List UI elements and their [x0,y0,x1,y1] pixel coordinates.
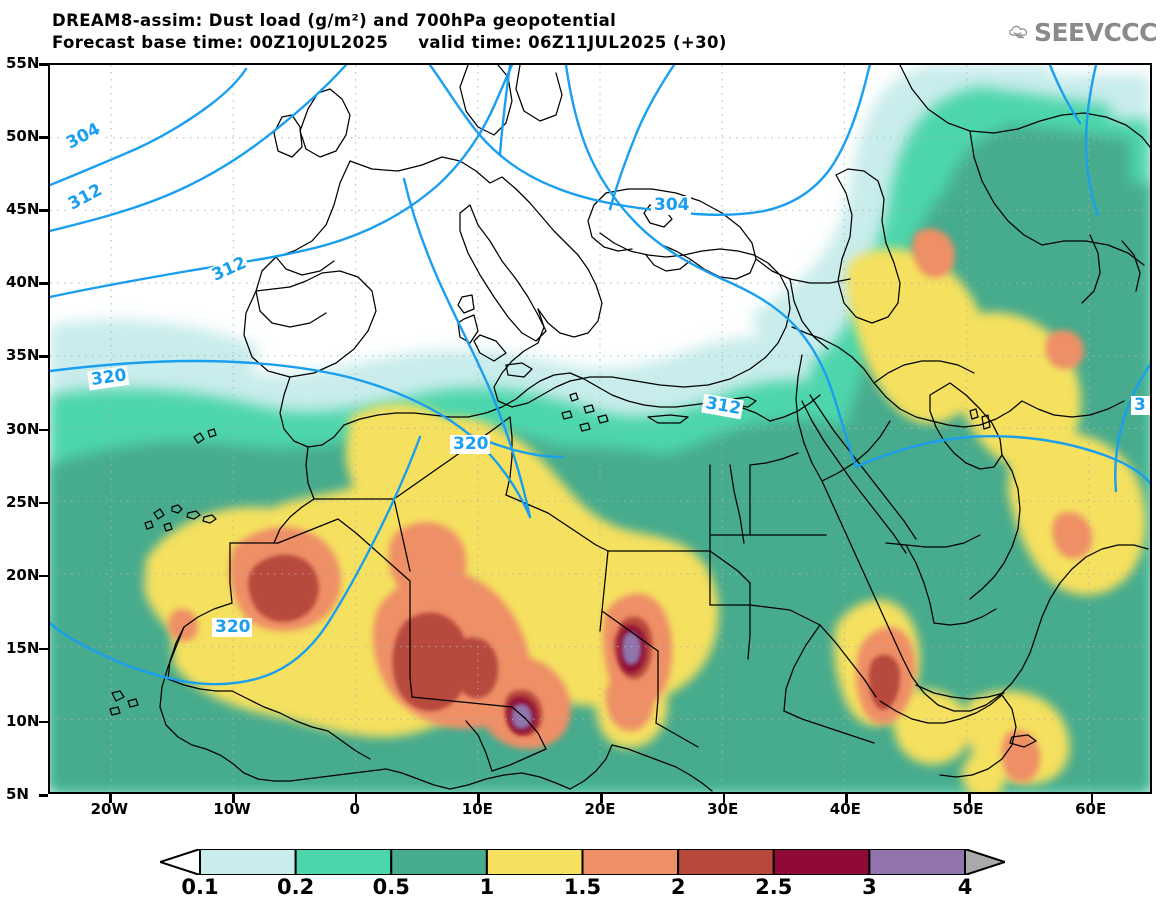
x-axis-tick [477,794,480,803]
x-axis-tick-label: 40E [829,800,861,818]
svg-text:320: 320 [215,617,251,637]
x-axis-tick [600,794,603,803]
colorbar-segment [868,849,966,875]
y-axis-tick-label: 50N [6,127,40,146]
y-axis-tick-label: 5N [6,785,29,803]
y-axis-tick [39,647,48,651]
dust-load-map: 304 312 312 304 320 312 [48,63,1152,794]
colorbar-tick-label: 0.1 [181,875,219,899]
x-axis-tick-label: 20E [584,800,616,818]
colorbar-tick-label: 2.5 [755,875,793,899]
colorbar-tick-label: 0.5 [372,875,410,899]
x-axis-tick [1090,794,1094,803]
y-axis-tick [39,209,48,212]
colorbar-segment [294,849,393,875]
y-axis-tick [39,794,48,797]
x-axis-tick-label: 50E [952,800,984,818]
dust-band-4 [511,631,641,729]
x-axis-tick [354,794,358,803]
chart-header: DREAM8-assim: Dust load (g/m²) and 700hP… [0,0,1165,60]
y-axis-tick [39,282,48,285]
colorbar-tick-label: 2 [670,875,686,899]
x-axis-tick [845,794,848,803]
x-axis-tick [968,794,971,803]
x-axis-tick [722,794,726,803]
colorbar-segment [390,849,488,875]
colorbar-tick-labels: 0.1 0.2 0.5 1 1.5 2 2.5 3 4 [0,875,1165,905]
x-axis-tick-label: 0 [349,800,360,818]
y-axis-tick [39,720,48,724]
colorbar-high-arrow [964,849,1005,875]
map-canvas: 304 312 312 304 320 312 [50,65,1150,792]
coastlines-borders [109,65,1150,792]
colorbar-tick-label: 1 [479,875,495,899]
x-axis-tick-label: 10W [213,800,251,818]
x-axis-tick [232,794,235,803]
valid-time: valid time: 06Z11JUL2025 (+30) [418,33,727,52]
y-axis-tick [39,355,48,358]
gridlines [50,65,1150,792]
seevccc-logo: SEEVCCC [1009,12,1158,52]
forecast-base-time: Forecast base time: 00Z10JUL2025 [52,33,389,52]
colorbar-segment [677,849,775,875]
y-axis-tick-label: 45N [6,200,40,219]
page-title: DREAM8-assim: Dust load (g/m²) and 700hP… [52,11,617,30]
cloud-wind-icon [1009,25,1028,39]
colorbar-swatches [160,849,1005,875]
colorbar-segment [485,849,584,875]
y-axis-tick-label: 20N [6,565,40,584]
logo-text: SEEVCCC [1033,17,1158,47]
y-axis-tick-label: 30N [6,419,40,438]
x-axis-tick-label: 20W [90,800,129,818]
svg-text:3: 3 [1134,395,1146,415]
svg-text:304: 304 [654,195,690,215]
y-axis-tick [39,574,48,578]
colorbar-tick-label: 0.2 [277,875,315,899]
svg-text:320: 320 [453,434,489,454]
colorbar-segment [199,849,297,875]
y-axis-tick-label: 25N [6,492,40,511]
colorbar-tick-label: 1.5 [563,875,602,899]
x-axis-tick-label: 30E [707,800,739,818]
y-axis-tick [39,63,48,66]
y-axis-tick-label: 35N [6,346,40,365]
colorbar-tick-label: 4 [957,875,973,899]
y-axis-tick [39,501,48,505]
y-axis-tick-label: 15N [6,638,40,657]
y-axis-tick [39,136,48,139]
colorbar-tick-label: 3 [862,875,877,899]
x-axis-tick-label: 60E [1075,800,1107,818]
forecast-time-line: Forecast base time: 00Z10JUL2025 valid ti… [52,33,727,52]
x-axis-tick [109,794,112,803]
y-axis-tick-label: 40N [6,273,40,292]
y-axis-tick [39,428,48,431]
x-axis-tick-label: 10E [461,800,493,818]
colorbar-segment [581,849,680,875]
y-axis-tick-label: 10N [6,711,40,730]
colorbar-segment [772,849,871,875]
svg-text:320: 320 [90,365,128,390]
colorbar [160,849,1005,875]
colorbar-low-arrow [160,849,201,875]
